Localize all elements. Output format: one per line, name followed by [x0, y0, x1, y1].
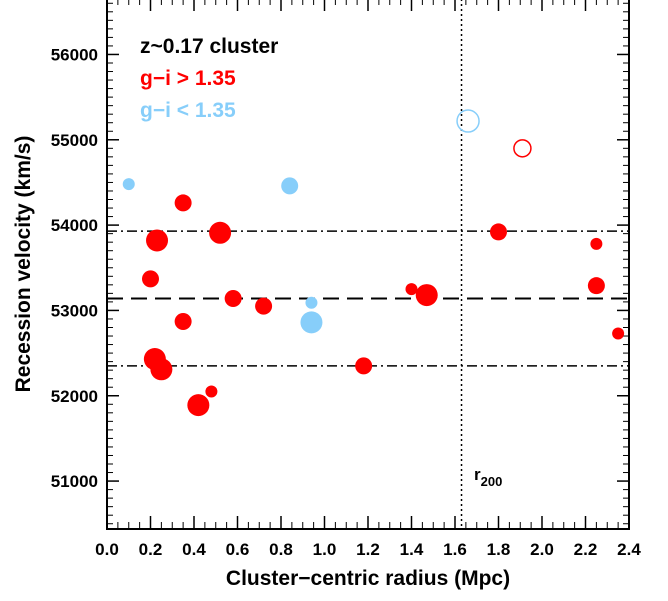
x-tick-label: 1.4	[400, 540, 424, 559]
data-point	[150, 358, 173, 381]
data-point	[587, 277, 605, 295]
r200-label-sub: 200	[481, 474, 503, 489]
y-tick-label: 55000	[51, 131, 98, 150]
x-tick-label: 1.8	[487, 540, 511, 559]
legend-entry: z~0.17 cluster	[140, 35, 278, 58]
data-point	[174, 194, 192, 212]
x-axis-label: Cluster−centric radius (Mpc)	[226, 567, 510, 590]
data-point	[142, 270, 159, 288]
data-point	[205, 385, 218, 398]
x-tick-label: 2.0	[530, 540, 554, 559]
r200-label-base: r	[474, 465, 481, 484]
data-point	[405, 283, 418, 296]
y-axis-label: Recession velocity (km/s)	[12, 136, 35, 393]
data-point	[187, 394, 210, 417]
data-point	[255, 297, 273, 315]
data-point	[224, 289, 242, 307]
x-tick-label: 0.4	[182, 540, 206, 559]
data-point	[415, 284, 438, 307]
legend-entry: g−i < 1.35	[140, 99, 236, 122]
x-tick-label: 0.2	[139, 540, 163, 559]
x-tick-label: 0.6	[226, 540, 250, 559]
y-tick-label: 54000	[51, 216, 98, 235]
data-point	[174, 313, 192, 331]
open-data-point	[456, 109, 480, 133]
x-tick-label: 2.2	[574, 540, 598, 559]
data-point	[281, 177, 299, 195]
x-tick-label: 1.6	[443, 540, 467, 559]
r200-label: r200	[474, 465, 502, 489]
x-tick-label: 1.0	[313, 540, 337, 559]
x-tick-label: 2.4	[617, 540, 641, 559]
data-point	[355, 357, 373, 375]
data-point	[612, 327, 625, 340]
data-point	[209, 221, 232, 244]
y-tick-label: 51000	[51, 472, 98, 491]
legend-entry: g−i > 1.35	[140, 67, 236, 90]
y-tick-label: 52000	[51, 387, 98, 406]
data-points	[122, 109, 625, 417]
x-tick-label: 0.0	[95, 540, 119, 559]
open-data-point	[513, 139, 532, 158]
x-tick-label: 1.2	[356, 540, 380, 559]
data-point	[305, 296, 318, 309]
tick-labels: 0.0 0.2 0.4 0.6 0.8 1.0 1.2 1.4 1.6 1.8 2.0 2.2 2.4 5…	[51, 45, 642, 559]
legend: z~0.17 cluster g−i > 1.35 g−i < 1.35	[140, 35, 278, 122]
y-tick-label: 56000	[51, 45, 98, 64]
data-point	[122, 178, 135, 191]
data-point	[300, 311, 323, 334]
plot-frame	[106, 0, 630, 530]
data-point	[590, 237, 603, 250]
data-point	[146, 229, 169, 252]
x-tick-label: 0.8	[269, 540, 293, 559]
data-point	[490, 223, 507, 241]
y-tick-label: 53000	[51, 301, 98, 320]
